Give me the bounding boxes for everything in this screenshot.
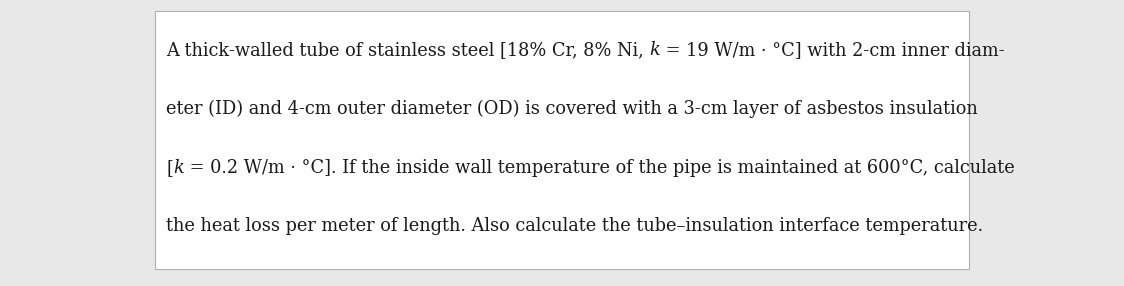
Text: k: k [650, 41, 661, 59]
Text: = 19 W/m · °C] with 2-cm inner diam-: = 19 W/m · °C] with 2-cm inner diam- [661, 41, 1005, 59]
Text: k: k [173, 159, 184, 177]
Text: eter (ID) and 4-cm outer diameter (OD) is covered with a 3-cm layer of asbestos : eter (ID) and 4-cm outer diameter (OD) i… [166, 100, 978, 118]
Text: A thick-walled tube of stainless steel [18% Cr, 8% Ni,: A thick-walled tube of stainless steel [… [166, 41, 650, 59]
Text: = 0.2 W/m · °C]. If the inside wall temperature of the pipe is maintained at 600: = 0.2 W/m · °C]. If the inside wall temp… [184, 159, 1015, 177]
Text: the heat loss per meter of length. Also calculate the tube–insulation interface : the heat loss per meter of length. Also … [166, 217, 984, 235]
Text: [: [ [166, 159, 173, 177]
